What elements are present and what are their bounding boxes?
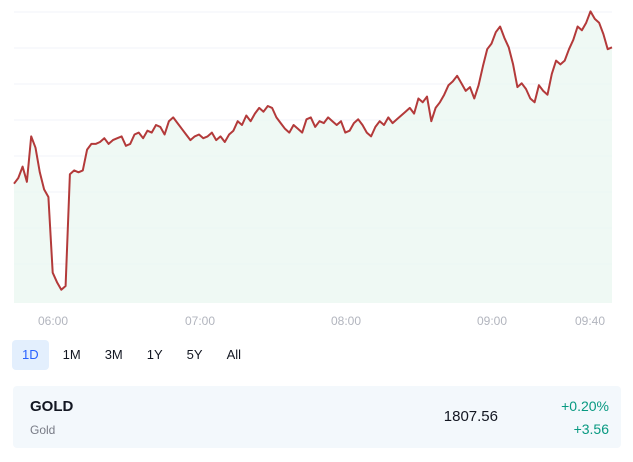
range-tab-3m[interactable]: 3M	[95, 340, 133, 370]
x-tick-label: 09:40	[575, 314, 605, 328]
price-chart-svg[interactable]: 06:00 07:00 08:00 09:00 09:40	[0, 0, 633, 340]
range-selector: 1D 1M 3M 1Y 5Y All	[12, 340, 251, 372]
price-area-fill	[14, 11, 612, 304]
ticker-symbol: GOLD	[30, 398, 74, 415]
ticker-change-percent: +0.20%	[561, 398, 609, 414]
price-line	[13, 10, 613, 291]
ticker-name: Gold	[30, 423, 56, 437]
ticker-change-absolute: +3.56	[573, 421, 609, 437]
range-tab-1y[interactable]: 1Y	[137, 340, 173, 370]
ticker-price: 1807.56	[443, 408, 498, 425]
range-tab-1d[interactable]: 1D	[12, 340, 49, 370]
x-tick-label: 06:00	[38, 314, 68, 328]
ticker-row[interactable]: GOLD Gold 1807.56 +0.20% +3.56	[13, 386, 621, 448]
x-tick-label: 08:00	[331, 314, 361, 328]
x-tick-label: 07:00	[185, 314, 215, 328]
range-tab-all[interactable]: All	[217, 340, 251, 370]
range-tab-1m[interactable]: 1M	[53, 340, 91, 370]
x-tick-label: 09:00	[477, 314, 507, 328]
range-tab-5y[interactable]: 5Y	[177, 340, 213, 370]
price-chart[interactable]: 06:00 07:00 08:00 09:00 09:40	[0, 0, 633, 340]
